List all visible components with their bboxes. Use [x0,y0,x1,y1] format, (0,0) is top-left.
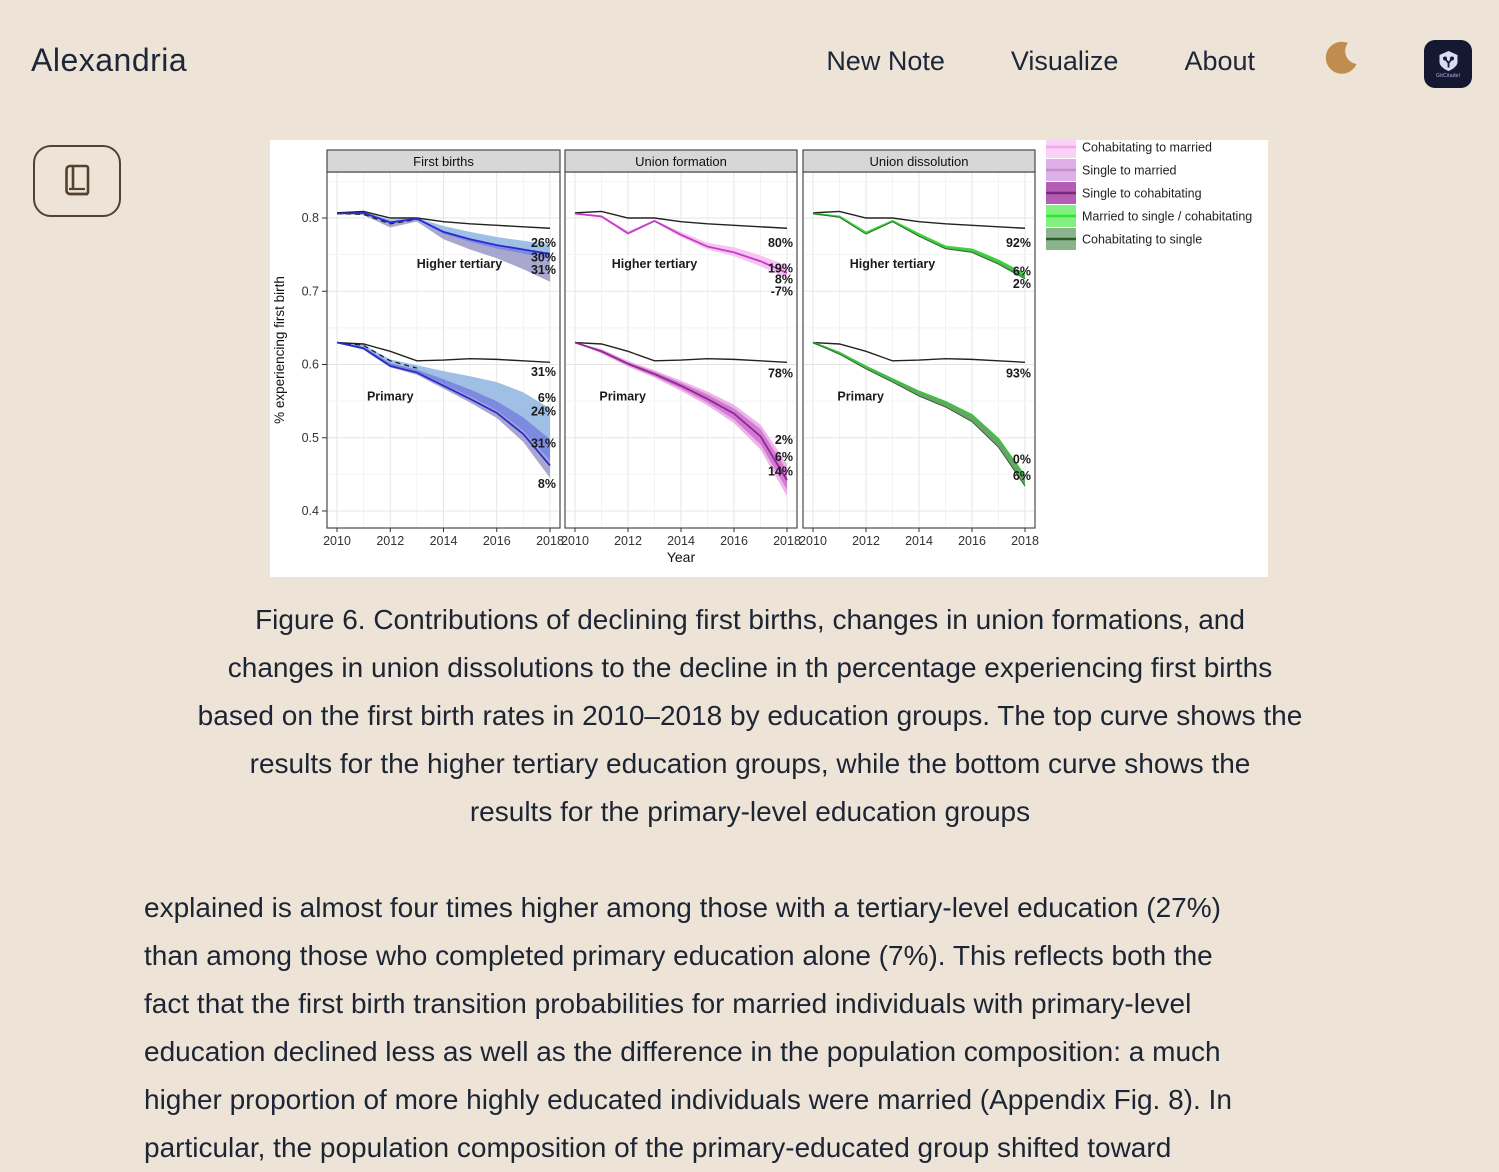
svg-text:2016: 2016 [720,534,748,548]
svg-text:Single to married: Single to married [1082,164,1177,178]
svg-text:0%: 0% [1013,453,1031,467]
nav-item-about[interactable]: About [1184,46,1255,76]
svg-text:0.4: 0.4 [302,504,319,518]
article-line: particular, the population composition o… [144,1132,1172,1163]
article-line: than among those who completed primary e… [144,940,1213,971]
main-nav: New Note Visualize About [826,46,1255,77]
article-line: explained is almost four times higher am… [144,892,1221,923]
svg-text:0.5: 0.5 [302,431,319,445]
svg-text:2012: 2012 [852,534,880,548]
svg-text:24%: 24% [531,404,556,418]
svg-text:Union dissolution: Union dissolution [869,154,968,169]
svg-text:0.7: 0.7 [302,284,319,298]
svg-text:30%: 30% [531,251,556,265]
svg-text:31%: 31% [531,365,556,379]
svg-text:6%: 6% [775,450,793,464]
svg-text:Higher tertiary: Higher tertiary [612,257,697,271]
article-line: education declined less as well as the d… [144,1036,1221,1067]
svg-text:2018: 2018 [773,534,801,548]
article-body: explained is almost four times higher am… [144,884,1434,1172]
svg-text:2014: 2014 [905,534,933,548]
theme-toggle-button[interactable] [1322,40,1360,78]
svg-text:-7%: -7% [771,284,793,298]
svg-text:2018: 2018 [536,534,564,548]
svg-text:2014: 2014 [430,534,458,548]
svg-text:Higher tertiary: Higher tertiary [850,257,935,271]
svg-text:Primary: Primary [599,390,646,404]
svg-text:2%: 2% [775,433,793,447]
article-line: fact that the first birth transition pro… [144,988,1192,1019]
caption-line: changes in union dissolutions to the dec… [227,652,1273,683]
svg-text:Cohabitating to married: Cohabitating to married [1082,141,1212,155]
caption-line: results for the primary-level education … [469,796,1031,827]
svg-text:26%: 26% [531,236,556,250]
svg-text:8%: 8% [775,273,793,287]
app-badge[interactable]: GitCitadel [1424,40,1472,88]
moon-icon [1325,41,1357,74]
svg-text:2010: 2010 [561,534,589,548]
caption-line: results for the higher tertiary educatio… [249,748,1251,779]
svg-text:First births: First births [413,154,474,169]
svg-text:78%: 78% [768,366,793,380]
svg-text:6%: 6% [1013,469,1031,483]
svg-text:2%: 2% [1013,277,1031,291]
reader-mode-button[interactable] [33,145,121,217]
svg-text:2016: 2016 [483,534,511,548]
svg-text:14%: 14% [768,464,793,478]
svg-text:2012: 2012 [376,534,404,548]
svg-text:2012: 2012 [614,534,642,548]
figure-caption: Figure 6. Contributions of declining fir… [120,596,1380,836]
svg-text:19%: 19% [768,262,793,276]
svg-text:2016: 2016 [958,534,986,548]
svg-text:6%: 6% [1013,264,1031,278]
caption-line: based on the first birth rates in 2010–2… [197,700,1303,731]
svg-text:2010: 2010 [323,534,351,548]
svg-text:2010: 2010 [799,534,827,548]
shield-logo-icon [1439,50,1457,71]
svg-text:93%: 93% [1006,366,1031,380]
svg-text:0.6: 0.6 [302,358,319,372]
nav-item-new-note[interactable]: New Note [826,46,945,76]
svg-text:Primary: Primary [367,390,414,404]
svg-text:Primary: Primary [837,390,884,404]
svg-text:2018: 2018 [1011,534,1039,548]
svg-text:Single to cohabitating: Single to cohabitating [1082,187,1202,201]
book-icon [65,164,90,196]
svg-text:80%: 80% [768,236,793,250]
svg-text:2014: 2014 [667,534,695,548]
svg-text:Married to single / cohabitati: Married to single / cohabitating [1082,210,1252,224]
svg-text:6%: 6% [538,391,556,405]
svg-text:31%: 31% [531,437,556,451]
nav-item-visualize[interactable]: Visualize [1010,46,1119,76]
caption-line: Figure 6. Contributions of declining fir… [255,604,1245,635]
figure-image: Higher tertiary 26% 30% 31% Primary 31% 6% 24% 3… [270,140,1268,577]
svg-text:Cohabitating to single: Cohabitating to single [1082,233,1202,247]
svg-text:Union formation: Union formation [635,154,727,169]
svg-text:Higher tertiary: Higher tertiary [417,257,502,271]
svg-text:92%: 92% [1006,236,1031,250]
brand-title[interactable]: Alexandria [31,42,188,78]
svg-text:0.8: 0.8 [302,211,319,225]
svg-text:Year: Year [667,549,696,565]
svg-text:% experiencing first birth: % experiencing first birth [272,276,287,424]
app-badge-label: GitCitadel [1436,72,1460,79]
svg-text:31%: 31% [531,263,556,277]
svg-text:8%: 8% [538,477,556,491]
article-line: higher proportion of more highly educate… [144,1084,1232,1115]
figure-chart: Higher tertiary26%30%31%Primary31%6%24%3… [272,140,1252,565]
